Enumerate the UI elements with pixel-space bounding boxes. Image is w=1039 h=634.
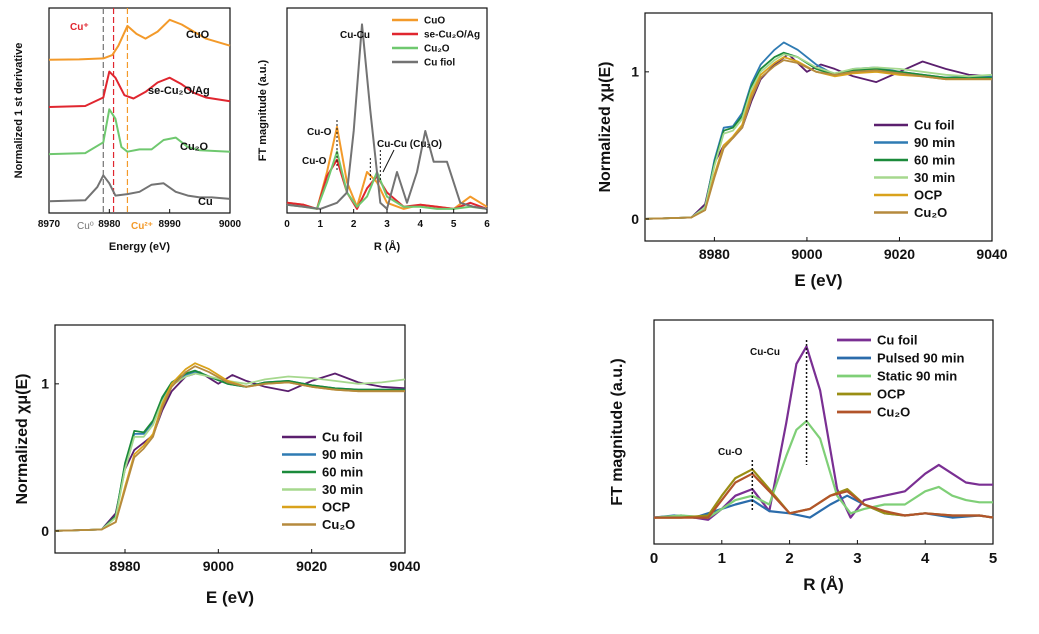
panel-b-series-line	[286, 150, 488, 210]
panel-c-tick-label: 9000	[791, 246, 822, 262]
panel-b-tick-label: 4	[418, 219, 424, 230]
panel-d-tick-label: 9040	[389, 558, 420, 574]
panel-e-tick-label: 5	[989, 550, 997, 567]
panel-a-series-line	[48, 174, 231, 203]
panel-b-legend-label: CuO	[424, 16, 445, 27]
panel-a-xlabel: Energy (eV)	[109, 241, 170, 253]
panel-e-tick-label: 1	[718, 550, 726, 567]
panel-e-legend-label: Pulsed 90 min	[877, 351, 964, 366]
panel-a-frame	[48, 7, 231, 214]
panel-b-tick-label: 2	[351, 219, 357, 230]
panel-c-series-line	[644, 59, 992, 220]
panel-a-tick-label: 9000	[219, 219, 242, 230]
panel-e-ylabel: FT magnitude (a.u.)	[609, 358, 626, 506]
panel-d-tick-label: 0	[41, 523, 49, 539]
panel-d-legend-label: OCP	[322, 500, 351, 515]
panel-b-tick-label: 6	[484, 219, 490, 230]
panel-c-tick-label: 9020	[884, 246, 915, 262]
panel-e-legend-label: OCP	[877, 387, 906, 402]
panel-e-tick-label: 0	[650, 550, 658, 567]
panel-a-cu0-label: Cu⁰	[77, 221, 94, 232]
panel-c-legend-label: OCP	[914, 188, 943, 203]
panel-e-series-line	[653, 345, 993, 521]
panel-d-tick-label: 9000	[203, 558, 234, 574]
panel-b-xlabel: R (Å)	[374, 240, 401, 253]
panel-c: Cu foil 90 min 60 min 30 min OCP Cu₂O 8980 9000…	[597, 12, 1008, 290]
panel-e: Cu foil Pulsed 90 min Static 90 min OCP Cu₂O…	[609, 319, 997, 594]
panel-b-tick-label: 0	[284, 219, 290, 230]
panel-c-series-line	[644, 53, 993, 220]
panel-e-tick-label: 3	[853, 550, 861, 567]
panel-e-legend-label: Static 90 min	[877, 369, 957, 384]
panel-a-series-label: Cu₂O	[180, 141, 209, 153]
panel-e-legend-label: Cu₂O	[877, 405, 910, 420]
panel-c-legend-label: 60 min	[914, 153, 955, 168]
panel-a-series-line	[48, 70, 231, 108]
panel-d-legend-label: 30 min	[322, 482, 363, 497]
panel-e-annotation: Cu-Cu	[750, 347, 780, 358]
panel-d-legend-label: 60 min	[322, 465, 363, 480]
panel-e-tick-label: 2	[785, 550, 793, 567]
panel-d-legend-label: Cu₂O	[322, 517, 355, 532]
panel-a-tick-label: 8980	[98, 219, 121, 230]
panel-b-legend-label: Cu fiol	[424, 58, 455, 69]
panel-a-tick-label: 8990	[159, 219, 182, 230]
panel-d-legend-label: Cu foil	[322, 430, 362, 445]
panel-d-tick-label: 8980	[109, 558, 140, 574]
panel-e-xlabel: R (Å)	[803, 575, 844, 594]
panel-e-annotation: Cu-O	[718, 447, 743, 458]
panel-c-ylabel: Normalized χμ(E)	[597, 61, 614, 192]
panel-d-tick-label: 1	[41, 376, 49, 392]
panel-e-series-line	[654, 472, 994, 519]
panel-d-series-line	[54, 365, 405, 532]
panel-a-series-line	[48, 18, 231, 61]
panel-a-series-line	[48, 108, 231, 156]
panel-b-annotation: Cu-Cu (Cu₂O)	[377, 139, 442, 150]
panel-c-legend-label: Cu₂O	[914, 205, 947, 220]
panel-d-series-line	[54, 369, 405, 532]
panel-e-legend-label: Cu foil	[877, 333, 917, 348]
panel-c-frame	[644, 12, 993, 242]
panel-c-legend-label: 90 min	[914, 135, 955, 150]
panel-d-ylabel: Normalized χμ(E)	[14, 373, 31, 504]
panel-b-tick-label: 3	[384, 219, 390, 230]
panel-e-series-line	[654, 468, 994, 519]
panel-d-legend-label: 90 min	[322, 447, 363, 462]
panel-a-series-label: CuO	[186, 29, 210, 41]
panel-c-tick-label: 8980	[699, 246, 730, 262]
panel-b-series-line	[286, 23, 488, 210]
panel-e-frame	[653, 319, 994, 545]
panel-c-tick-label: 0	[631, 211, 639, 227]
panel-e-series-line	[653, 419, 993, 519]
panel-a: CuO se-Cu₂O/Ag Cu₂O Cu Cu⁺ Cu⁰ Cu²⁺ 8970 8980 899…	[13, 7, 242, 253]
panel-b-tick-label: 1	[318, 219, 324, 230]
panel-d-series-line	[54, 372, 406, 532]
panel-a-tick-label: 8970	[38, 219, 61, 230]
panel-a-cu2-label: Cu²⁺	[131, 221, 153, 232]
panel-b-annotation: Cu-Cu	[340, 30, 370, 41]
panel-a-series-label: se-Cu₂O/Ag	[148, 85, 210, 97]
panel-c-legend-label: Cu foil	[914, 118, 954, 133]
panel-c-tick-label: 1	[631, 64, 639, 80]
panel-b-arrow	[382, 149, 395, 173]
panel-d-xlabel: E (eV)	[206, 588, 254, 607]
panel-a-cu1-label: Cu⁺	[70, 22, 89, 33]
panel-b-annotation: Cu-O	[302, 156, 327, 167]
panel-d: Cu foil 90 min 60 min 30 min OCP Cu₂O 8980 9000…	[14, 324, 421, 607]
panel-d-tick-label: 9020	[296, 558, 327, 574]
panel-b-annotation: Cu-O	[307, 127, 332, 138]
panel-b-ylabel: FT magnitude (a.u.)	[257, 59, 269, 161]
panel-b-legend-label: Cu₂O	[424, 44, 450, 55]
panel-b-tick-label: 5	[451, 219, 457, 230]
panel-c-tick-label: 9040	[976, 246, 1007, 262]
panel-e-tick-label: 4	[921, 550, 930, 567]
panel-b-legend-label: se-Cu₂O/Ag	[424, 30, 480, 41]
panel-d-frame	[54, 324, 406, 554]
panel-a-ylabel: Normalized 1 st derivative	[13, 43, 25, 179]
panel-c-xlabel: E (eV)	[794, 271, 842, 290]
panel-c-legend-label: 30 min	[914, 170, 955, 185]
panel-a-series-label: Cu	[198, 196, 213, 208]
panel-b: CuO se-Cu₂O/Ag Cu₂O Cu fiol Cu-Cu Cu-O Cu-O Cu-…	[257, 7, 490, 253]
